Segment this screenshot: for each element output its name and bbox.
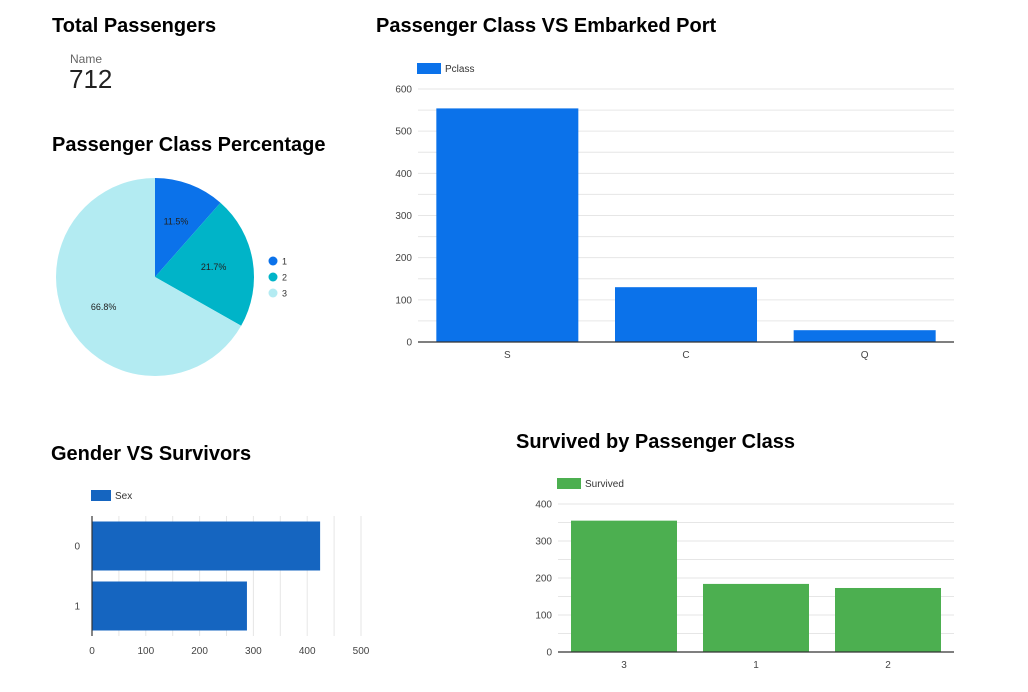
scorecard-value: 712 [69, 64, 113, 94]
y-tick-label: 100 [535, 611, 552, 622]
legend-marker-2 [268, 272, 278, 282]
hbar-chart-gender-title: Gender VS Survivors [51, 443, 252, 465]
pie-slice-3 [55, 178, 242, 376]
y-tick-label: 400 [395, 169, 412, 180]
pie-slice-label: 11.5% [164, 216, 189, 226]
bar-1 [703, 583, 809, 652]
legend-label-1: 1 [282, 257, 287, 267]
legend-swatch [557, 478, 581, 489]
x-tick-label: 0 [89, 646, 95, 657]
x-tick-label: 500 [353, 646, 370, 657]
y-tick-label: 100 [395, 295, 412, 306]
bar-2 [835, 587, 941, 652]
x-tick-label: 2 [885, 660, 891, 671]
legend-label-3: 3 [282, 289, 287, 299]
y-tick-label: 400 [535, 500, 552, 511]
x-tick-label: 400 [299, 646, 316, 657]
x-tick-label: 1 [753, 660, 759, 671]
legend-label: Pclass [445, 64, 474, 75]
x-tick-label: S [504, 350, 511, 361]
y-tick-label: 0 [546, 648, 552, 659]
y-tick-label: 500 [395, 127, 412, 138]
y-tick-label: 300 [395, 211, 412, 222]
legend-swatch [91, 490, 111, 501]
legend-label: Sex [115, 491, 132, 502]
y-tick-label: 0 [74, 542, 80, 553]
x-tick-label: 100 [137, 646, 154, 657]
pie-slice-label: 21.7% [201, 262, 227, 272]
y-tick-label: 200 [395, 253, 412, 264]
bar-3 [571, 520, 677, 652]
x-tick-label: Q [861, 350, 869, 361]
bar-chart-survived-title: Survived by Passenger Class [516, 431, 796, 453]
pie-slice-2 [155, 202, 254, 326]
x-tick-label: 3 [621, 660, 627, 671]
scorecard-label: Name [70, 52, 103, 66]
legend-marker-3 [268, 288, 278, 298]
y-tick-label: 1 [74, 602, 80, 613]
bar-C [615, 287, 757, 342]
pie-slice-label: 66.8% [91, 302, 117, 312]
pie-chart-title: Passenger Class Percentage [52, 134, 326, 156]
y-tick-label: 300 [535, 537, 552, 548]
hbar-0 [92, 521, 321, 571]
x-tick-label: 200 [191, 646, 208, 657]
legend-marker-1 [268, 256, 278, 266]
x-tick-label: C [682, 350, 689, 361]
scorecard-title: Total Passengers [52, 15, 217, 37]
y-tick-label: 0 [406, 338, 412, 349]
x-tick-label: 300 [245, 646, 262, 657]
legend-label: Survived [585, 479, 624, 490]
bar-chart-embarked-title: Passenger Class VS Embarked Port [376, 15, 717, 37]
bar-Q [793, 330, 936, 342]
y-tick-label: 600 [395, 85, 412, 96]
y-tick-label: 200 [535, 574, 552, 585]
pie-slice-1 [155, 178, 221, 277]
legend-swatch [417, 63, 441, 74]
legend-label-2: 2 [282, 273, 287, 283]
bar-S [436, 108, 579, 342]
hbar-1 [92, 581, 247, 631]
